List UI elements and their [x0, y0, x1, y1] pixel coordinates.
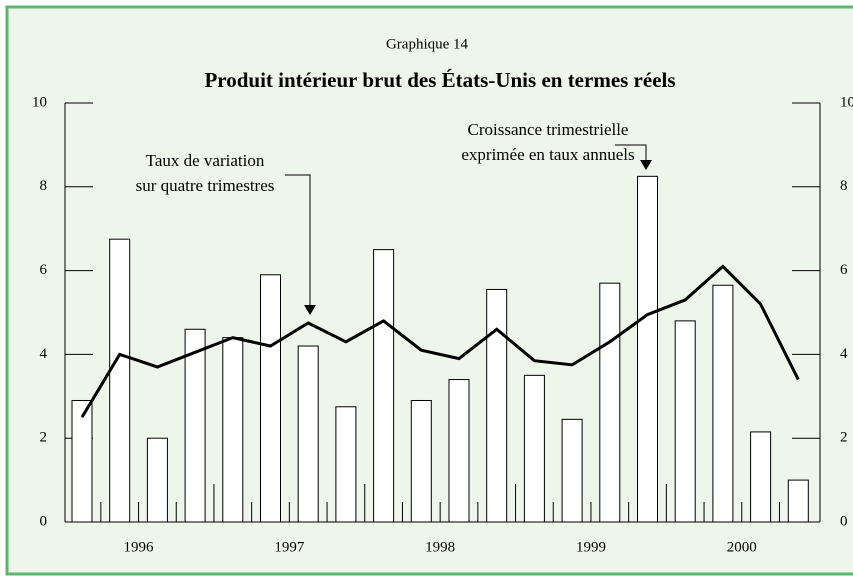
chart-title: Produit intérieur brut des États-Unis en…: [204, 68, 675, 92]
x-year-label: 1997: [274, 539, 305, 555]
chart-header: Graphique 14: [386, 36, 469, 52]
bar: [750, 431, 772, 523]
bar: [787, 479, 809, 523]
y-tick-label: 2: [40, 430, 48, 446]
y2-tick-label: 4: [840, 346, 848, 362]
bar: [486, 288, 508, 523]
bar: [373, 249, 395, 523]
arrow-head: [304, 305, 316, 315]
annotation-arrow: [615, 144, 647, 160]
y-tick-label: 0: [40, 513, 48, 529]
annotation: Taux de variation: [146, 151, 265, 170]
x-year-label: 2000: [727, 539, 757, 555]
bar: [260, 274, 281, 523]
bar: [71, 399, 93, 523]
bar: [297, 345, 319, 523]
bar: [599, 282, 621, 523]
bar: [448, 379, 470, 523]
y2-tick-label: 0: [840, 513, 848, 529]
y-tick-label: 10: [32, 94, 47, 110]
bar: [712, 284, 734, 523]
y2-tick-label: 10: [840, 94, 853, 110]
y-tick-label: 6: [40, 262, 48, 278]
y-tick-label: 8: [40, 178, 48, 194]
annotation: sur quatre trimestres: [136, 176, 275, 195]
bar: [184, 328, 206, 523]
bar: [146, 437, 168, 523]
bar: [674, 320, 696, 523]
bar: [410, 399, 432, 523]
bar: [561, 418, 583, 523]
y2-tick-label: 2: [840, 430, 848, 446]
x-year-label: 1998: [425, 539, 455, 555]
y2-tick-label: 8: [840, 178, 848, 194]
y-tick-label: 4: [40, 346, 48, 362]
x-year-label: 1999: [576, 539, 606, 555]
annotation: exprimée en taux annuels: [461, 145, 634, 164]
bar: [109, 238, 131, 523]
bar: [222, 337, 244, 523]
bar: [637, 175, 658, 523]
annotation: Croissance trimestrielle: [468, 120, 629, 139]
bar: [523, 374, 545, 523]
y2-tick-label: 6: [840, 262, 848, 278]
line: [80, 264, 800, 419]
arrow-head: [640, 160, 652, 170]
x-year-label: 1996: [124, 539, 155, 555]
annotation-arrow: [285, 174, 311, 305]
bar: [335, 406, 357, 523]
